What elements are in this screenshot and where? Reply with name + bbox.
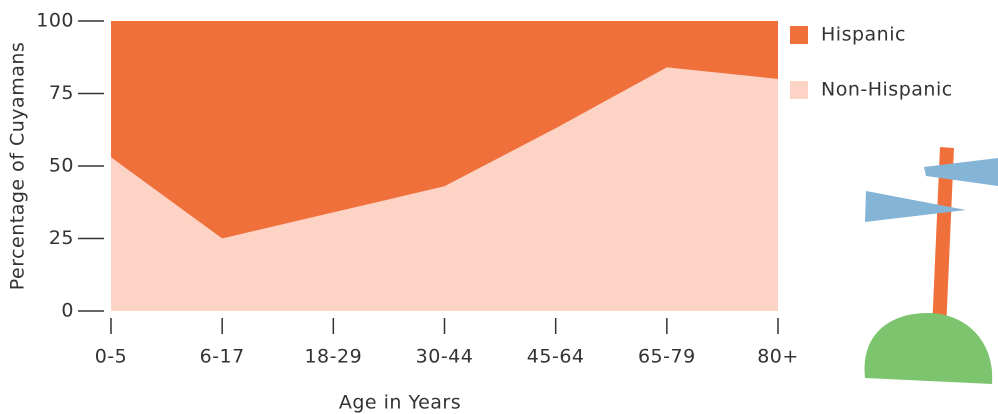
signpost-illustration (865, 147, 998, 384)
x-tick-label: 65-79 (638, 346, 696, 368)
x-tick-label: 18-29 (304, 346, 362, 368)
legend-label: Non-Hispanic (821, 79, 953, 101)
y-tick-label: 75 (49, 82, 74, 104)
x-tick-label: 6-17 (200, 346, 245, 368)
y-tick-label: 100 (36, 10, 74, 32)
legend-swatch (790, 26, 808, 44)
x-tick-label: 0-5 (95, 346, 128, 368)
x-tick-label: 45-64 (527, 346, 585, 368)
x-axis-title: Age in Years (339, 392, 461, 414)
x-tick-label: 30-44 (416, 346, 474, 368)
legend-label: Hispanic (821, 24, 906, 46)
y-tick-label: 50 (49, 155, 74, 177)
plot: 0 25 50 75 100 0-5 6-17 18-29 30-44 45-64 65-79 80+… (36, 10, 952, 368)
legend-swatch (790, 81, 808, 99)
x-tick-label: 80+ (757, 346, 799, 368)
y-axis-title: Percentage of Cuyamans (7, 42, 29, 291)
y-tick-label: 0 (61, 300, 74, 322)
y-tick-label: 25 (49, 227, 74, 249)
chart: 0 25 50 75 100 0-5 6-17 18-29 30-44 45-64 65-79 80+… (0, 0, 998, 414)
